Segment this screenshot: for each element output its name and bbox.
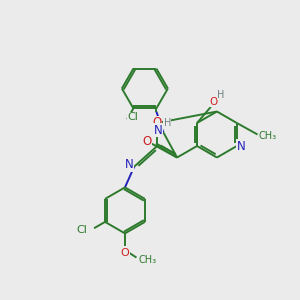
Text: H: H xyxy=(164,118,171,128)
Text: Cl: Cl xyxy=(77,225,88,235)
Text: CH₃: CH₃ xyxy=(259,130,277,140)
Text: O: O xyxy=(142,135,152,148)
Text: N: N xyxy=(154,124,163,137)
Text: N: N xyxy=(236,140,245,152)
Text: O: O xyxy=(210,97,218,107)
Text: CH₃: CH₃ xyxy=(138,254,157,265)
Text: O: O xyxy=(121,248,129,258)
Text: O: O xyxy=(152,116,162,130)
Text: Cl: Cl xyxy=(128,112,139,122)
Text: H: H xyxy=(217,90,224,100)
Text: N: N xyxy=(125,158,134,171)
